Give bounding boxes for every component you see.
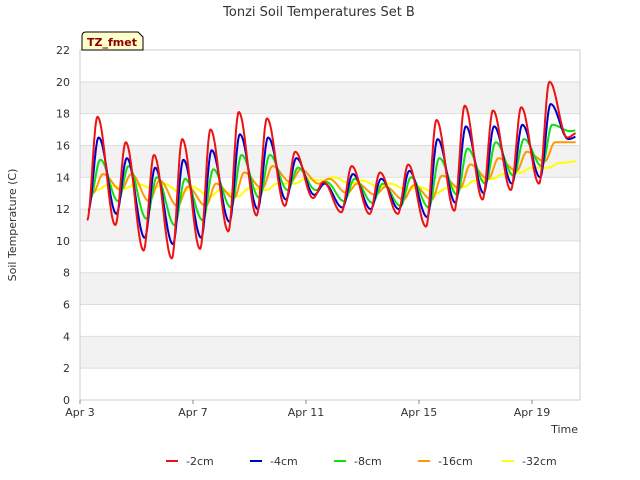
series-line-minus-4cm	[87, 103, 576, 246]
y-tick-label: 18	[56, 108, 70, 121]
background-band	[80, 336, 580, 369]
y-axis-ticks: 0 2 4 6 8 10 12 14 16 18 20 22	[56, 44, 70, 407]
background-band	[80, 81, 580, 114]
x-tick-label: Apr 19	[514, 406, 551, 419]
background-bands	[80, 81, 580, 369]
legend-label: -16cm	[438, 455, 473, 468]
site-badge-text: TZ_fmet	[87, 36, 137, 49]
y-tick-label: 20	[56, 76, 70, 89]
site-badge: TZ_fmet	[81, 31, 144, 51]
chart-title: Tonzi Soil Temperatures Set B	[222, 5, 415, 20]
series-line-minus-16cm	[92, 141, 577, 207]
x-axis-ticks: Apr 3 Apr 7 Apr 11 Apr 15 Apr 19	[65, 400, 550, 419]
y-tick-label: 8	[63, 267, 70, 280]
y-tick-label: 2	[63, 362, 70, 375]
y-axis-label: Soil Temperature (C)	[6, 169, 19, 282]
y-tick-label: 14	[56, 171, 70, 184]
gridlines	[80, 49, 580, 401]
plot-frame	[79, 49, 581, 401]
series-lines	[86, 80, 577, 260]
legend-label: -32cm	[522, 455, 557, 468]
y-tick-label: 16	[56, 139, 70, 152]
y-tick-label: 4	[63, 330, 70, 343]
legend-label: -8cm	[354, 455, 382, 468]
series-line-minus-2cm	[86, 80, 577, 260]
y-tick-label: 0	[63, 394, 70, 407]
y-tick-label: 6	[63, 299, 70, 312]
legend: -2cm -4cm -8cm -16cm -32cm	[166, 455, 557, 468]
site-badge-box	[81, 31, 144, 51]
background-band	[80, 272, 580, 305]
x-tick-label: Apr 15	[401, 406, 438, 419]
series-line-minus-8cm	[89, 123, 576, 226]
series-line-minus-32cm	[96, 160, 576, 198]
y-tick-label: 22	[56, 44, 70, 57]
background-band	[80, 209, 580, 241]
y-tick-label: 12	[56, 203, 70, 216]
y-tick-label: 10	[56, 235, 70, 248]
x-tick-label: Apr 7	[178, 406, 208, 419]
legend-label: -2cm	[186, 455, 214, 468]
x-axis-label: Time	[550, 423, 578, 436]
x-tick-label: Apr 3	[65, 406, 95, 419]
legend-label: -4cm	[270, 455, 298, 468]
x-tick-label: Apr 11	[288, 406, 325, 419]
